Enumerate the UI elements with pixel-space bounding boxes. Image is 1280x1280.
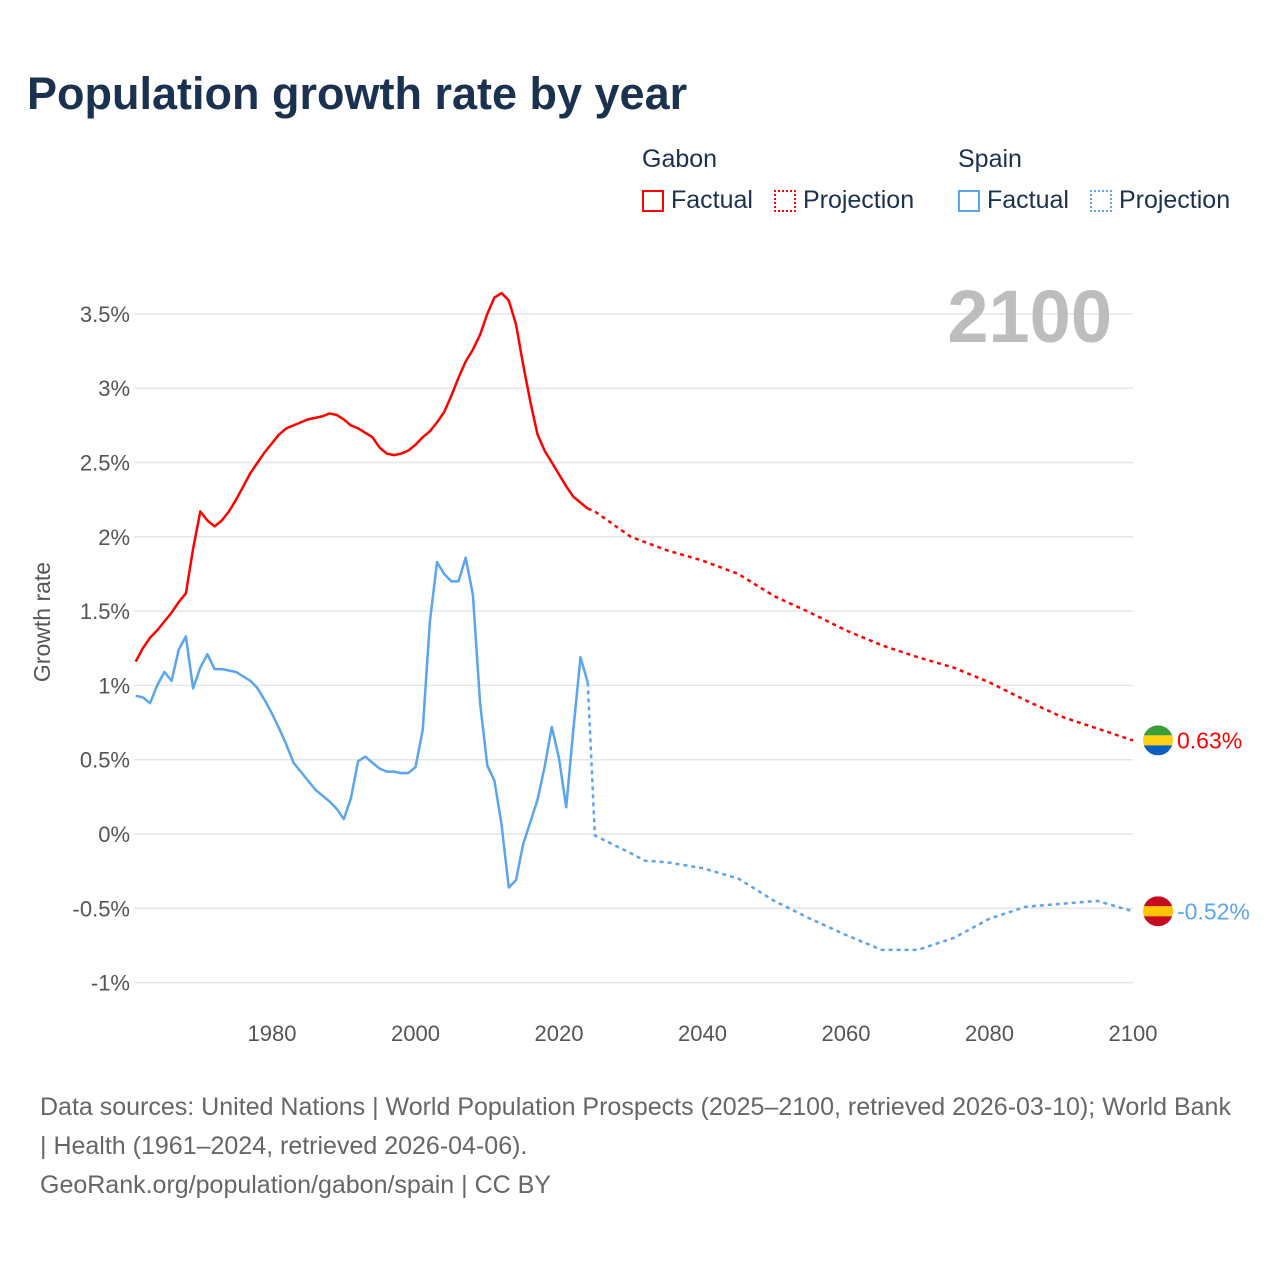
y-axis-label: Growth rate	[29, 562, 55, 682]
gabon-end-label: 0.63%	[1177, 727, 1242, 753]
y-tick-label: 2%	[98, 525, 130, 550]
legend-swatch-solid	[958, 189, 980, 212]
x-tick-label: 2040	[678, 1021, 727, 1046]
chart-title: Population growth rate by year	[27, 68, 688, 119]
legend-swatch-dotted	[773, 189, 796, 212]
spain-flag-icon	[1143, 896, 1173, 927]
y-tick-label: 0%	[98, 822, 130, 847]
legend-gabon-projection[interactable]: Projection	[773, 186, 915, 215]
legend-gabon-factual[interactable]: Factual	[642, 186, 753, 215]
y-tick-label: 0.5%	[80, 748, 130, 773]
attribution-link[interactable]: GeoRank.org/population/gabon/spain | CC …	[40, 1171, 551, 1199]
legend-gabon: Gabon Factual Projection	[642, 145, 928, 219]
legend-spain: Spain Factual Projection	[958, 145, 1244, 219]
legend-label: Projection	[1118, 186, 1231, 214]
y-tick-label: 2.5%	[80, 451, 130, 476]
x-tick-label: 2100	[1109, 1021, 1158, 1046]
x-tick-label: 1980	[248, 1021, 297, 1046]
gabon-flag-icon	[1143, 725, 1173, 756]
x-tick-label: 2000	[391, 1021, 440, 1046]
legend-group-name: Gabon	[642, 145, 718, 173]
legend-spain-projection[interactable]: Projection	[1089, 186, 1231, 215]
x-tick-label: 2020	[535, 1021, 584, 1046]
x-tick-label: 2060	[822, 1021, 871, 1046]
year-label: 2100	[947, 275, 1112, 358]
legend-swatch-dotted	[1089, 189, 1112, 212]
legend-label: Factual	[671, 186, 753, 214]
spain-factual-line	[135, 556, 589, 889]
gabon-factual-line	[134, 291, 589, 663]
spain-projection-line	[586, 682, 1134, 952]
x-tick-label: 2080	[965, 1021, 1014, 1046]
y-tick-label: -0.5%	[73, 896, 130, 921]
y-tick-label: 1%	[98, 673, 130, 698]
legend-swatch-solid	[642, 189, 664, 212]
legend-label: Factual	[987, 186, 1069, 214]
y-tick-label: 1.5%	[80, 599, 130, 624]
legend-group-name: Spain	[958, 145, 1022, 173]
spain-end-label: -0.52%	[1177, 898, 1250, 924]
y-tick-label: 3%	[98, 376, 130, 401]
legend-spain-factual[interactable]: Factual	[958, 186, 1069, 215]
gabon-projection-line	[587, 507, 1134, 742]
data-sources: Data sources: United Nations | World Pop…	[40, 1093, 1231, 1160]
y-tick-label: -1%	[91, 971, 130, 996]
legend-label: Projection	[802, 186, 915, 214]
y-tick-label: 3.5%	[80, 302, 130, 327]
footer: Data sources: United Nations | World Pop…	[40, 1088, 1240, 1205]
